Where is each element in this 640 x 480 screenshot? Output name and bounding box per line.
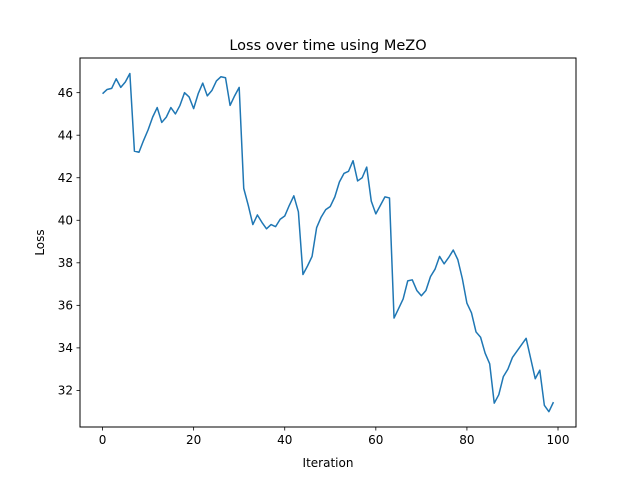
- x-axis: 0 20 40 60 80 100: [99, 427, 570, 447]
- x-axis-label: Iteration: [303, 456, 354, 470]
- x-tick-label: 80: [459, 433, 474, 447]
- y-tick-label: 36: [58, 299, 73, 313]
- y-axis-label: Loss: [33, 229, 47, 255]
- y-tick-label: 34: [58, 341, 73, 355]
- plot-frame: [79, 57, 577, 428]
- x-tick-label: 60: [368, 433, 383, 447]
- y-tick-label: 38: [58, 256, 73, 270]
- x-tick-label: 40: [277, 433, 292, 447]
- x-tick-label: 100: [547, 433, 570, 447]
- y-tick-label: 46: [58, 86, 73, 100]
- y-tick-label: 32: [58, 384, 73, 398]
- y-axis: 32 34 36 38 40 42 44 46: [58, 86, 80, 398]
- y-tick-label: 44: [58, 129, 73, 143]
- series-line: [102, 72, 555, 413]
- y-tick-label: 42: [58, 171, 73, 185]
- y-tick-label: 40: [58, 214, 73, 228]
- chart-title: Loss over time using MeZO: [229, 38, 426, 54]
- x-tick-label: 20: [186, 433, 201, 447]
- x-tick-label: 0: [99, 433, 107, 447]
